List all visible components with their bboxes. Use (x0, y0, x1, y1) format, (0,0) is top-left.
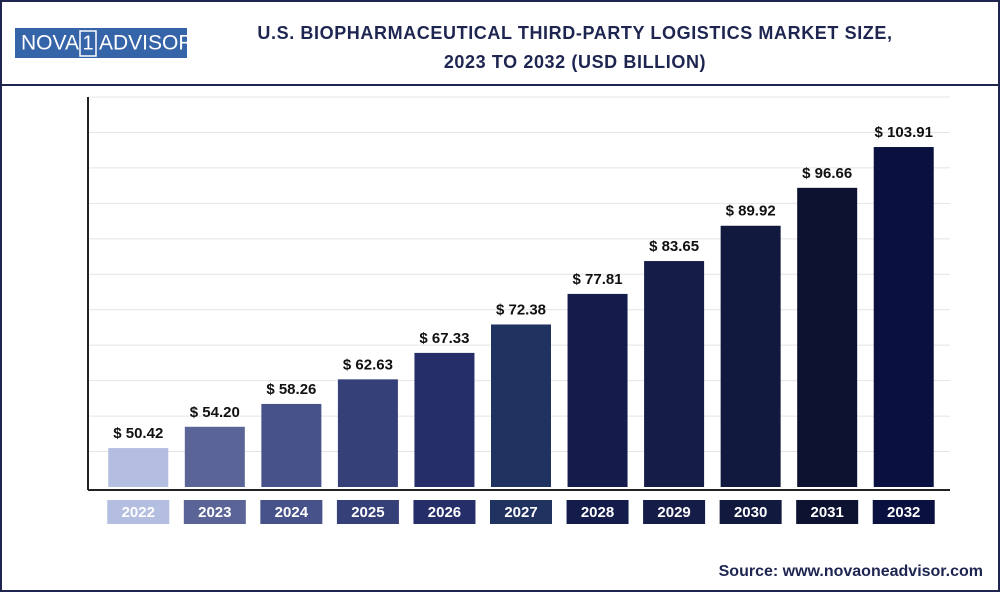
bar (337, 379, 398, 487)
x-tick-label: 2030 (734, 504, 767, 521)
x-tick-label: 2023 (198, 504, 231, 521)
x-tick-box (107, 500, 170, 524)
value-label: $ 77.81 (573, 271, 623, 288)
value-label: $ 103.91 (875, 124, 933, 141)
bar (644, 261, 705, 487)
x-tick-label: 2025 (351, 504, 384, 521)
x-tick-label: 2026 (428, 504, 461, 521)
value-label: $ 67.33 (419, 330, 469, 347)
value-label: $ 72.38 (496, 301, 546, 318)
logo-text: 1 (82, 32, 93, 54)
x-tick-label: 2028 (581, 504, 614, 521)
x-tick-box (490, 500, 552, 524)
bar (414, 352, 475, 487)
bar (108, 448, 169, 487)
value-label: $ 50.42 (113, 425, 163, 442)
bar (720, 225, 781, 487)
bar (184, 426, 245, 487)
x-tick-label: 2031 (810, 504, 843, 521)
x-tick-label: 2029 (657, 504, 690, 521)
value-label: $ 96.66 (802, 165, 852, 182)
x-tick-box (796, 500, 859, 524)
x-tick-label: 2027 (504, 504, 537, 521)
x-tick-box (719, 500, 782, 524)
logo: NOVA 1 ADVISOR (15, 28, 194, 58)
x-tick-box (643, 500, 706, 524)
x-tick-box (183, 500, 246, 524)
logo-text: ADVISOR (99, 32, 194, 55)
bar (873, 147, 934, 487)
bar (491, 324, 551, 487)
logo-background (15, 28, 187, 58)
bar (797, 187, 858, 487)
x-tick-label: 2022 (122, 504, 155, 521)
logo-text: NOVA (21, 32, 79, 55)
value-label: $ 83.65 (649, 238, 699, 255)
value-label: $ 54.20 (190, 404, 240, 421)
bar (567, 293, 628, 487)
source: Source: www.novaoneadvisor.com (719, 563, 983, 580)
value-label: $ 62.63 (343, 356, 393, 373)
chart-title: 2023 TO 2032 (USD BILLION) (444, 52, 706, 72)
x-tick-box (872, 500, 935, 524)
logo-box (79, 30, 97, 57)
x-tick-box (260, 500, 323, 524)
bar (261, 403, 322, 487)
value-label: $ 89.92 (726, 203, 776, 220)
x-tick-label: 2032 (887, 504, 920, 521)
x-tick-box (413, 500, 476, 524)
value-label: $ 58.26 (266, 381, 316, 398)
x-tick-box (336, 500, 399, 524)
chart-title: U.S. BIOPHARMACEUTICAL THIRD-PARTY LOGIS… (257, 23, 892, 43)
x-tick-label: 2024 (275, 504, 309, 521)
x-tick-box (566, 500, 629, 524)
